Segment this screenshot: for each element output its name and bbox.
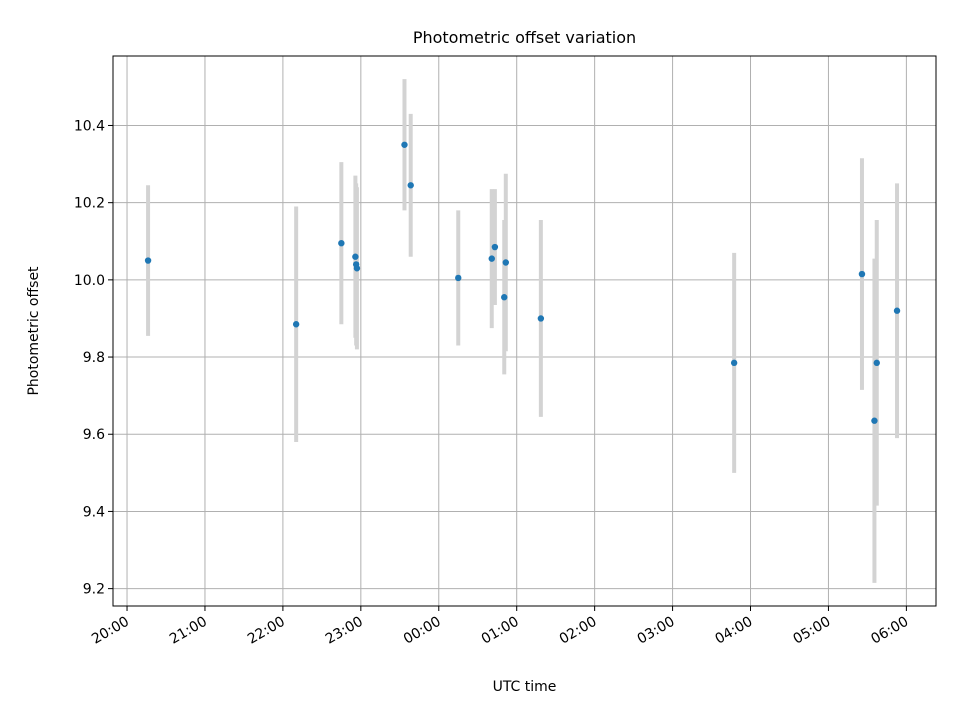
y-tick-label: 9.4 — [83, 504, 105, 520]
y-tick-label: 10.0 — [74, 273, 105, 289]
data-point — [871, 417, 878, 424]
y-axis-label: Photometric offset — [26, 266, 42, 396]
data-point — [858, 270, 866, 278]
data-point — [488, 255, 495, 262]
data-point — [352, 253, 359, 260]
data-point — [501, 294, 508, 301]
data-points — [144, 141, 901, 424]
y-tick-label: 9.2 — [83, 582, 105, 598]
grid — [113, 56, 936, 606]
data-point — [338, 239, 345, 247]
data-point — [401, 141, 408, 148]
y-tick-label: 9.8 — [83, 350, 105, 366]
data-point — [873, 359, 880, 367]
data-point — [502, 259, 509, 266]
data-point — [144, 257, 152, 264]
data-point — [353, 265, 361, 272]
data-point — [292, 321, 300, 328]
data-point — [491, 243, 499, 251]
data-point — [730, 359, 738, 367]
y-tick-label: 10.2 — [74, 196, 105, 212]
y-tick-label: 9.6 — [83, 427, 105, 443]
plot-frame — [112, 55, 937, 607]
y-axis: 9.2 9.4 9.6 9.8 10.0 10.2 10.4 — [74, 118, 113, 598]
data-point — [407, 182, 414, 189]
y-tick-label: 10.4 — [74, 118, 105, 134]
data-point — [455, 274, 462, 282]
data-point — [537, 315, 545, 322]
x-axis-label: UTC time — [493, 679, 557, 695]
chart-title: Photometric offset variation — [413, 28, 636, 47]
data-point — [893, 307, 901, 314]
